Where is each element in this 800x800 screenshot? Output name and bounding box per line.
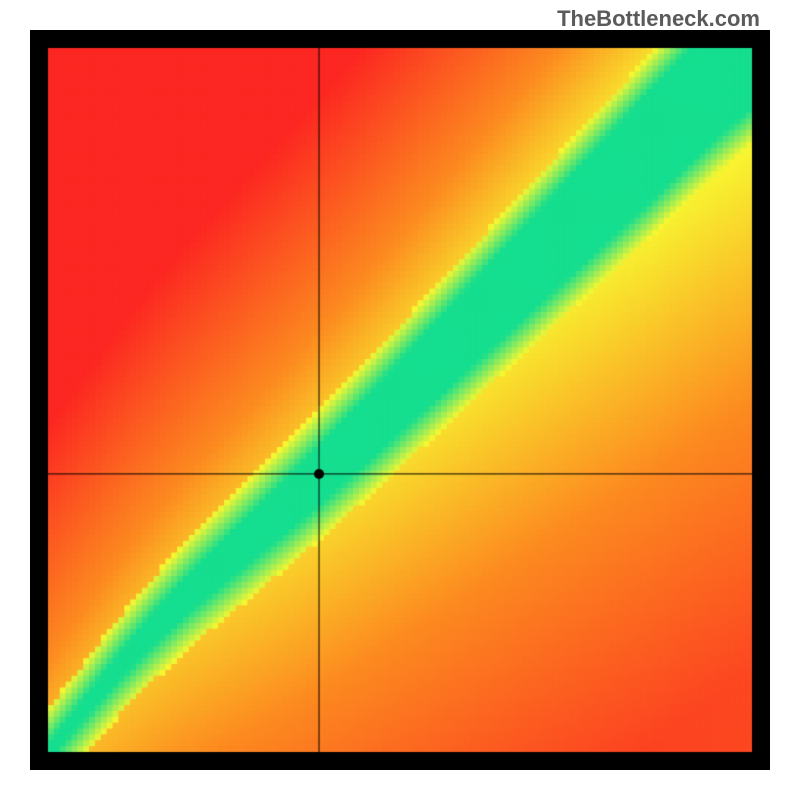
watermark-text: TheBottleneck.com — [557, 6, 760, 32]
bottleneck-heatmap — [30, 30, 770, 770]
heatmap-canvas — [30, 30, 770, 770]
